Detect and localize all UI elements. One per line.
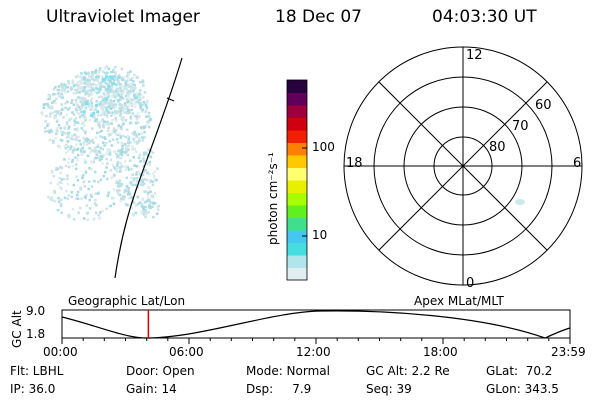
color-bar-segment [287,192,307,206]
color-bar-segment [287,230,307,243]
gc-alt-axis-label: GC Alt [10,310,24,348]
color-bar-segment [287,205,307,218]
polar-plot [343,46,583,286]
color-bar-segment [287,217,307,231]
mlt-label-12: 12 [466,48,483,63]
color-bar-segment [287,92,307,106]
time-tick-2359: 23:59 [551,345,586,359]
color-bar-segment [287,142,307,156]
color-bar-segment [287,255,307,268]
polar-emission-spot [515,199,525,205]
lat-label-60: 60 [535,98,552,113]
mlt-label-0: 0 [466,276,475,291]
color-bar [287,80,307,281]
color-bar-segment [287,167,307,181]
date-label: 18 Dec 07 [275,7,362,27]
gain-status: Gain: 14 [126,382,177,396]
time-tick-0600: 06:00 [169,345,204,359]
mlt-label-18: 18 [346,156,363,171]
color-bar-segment [287,242,307,256]
color-bar-segment [287,267,307,281]
terminator-tick [166,97,175,102]
lat-label-80: 80 [489,140,506,155]
color-bar-frame [286,79,308,281]
color-bar-tick-100: 100 [312,140,335,154]
color-bar-segment [287,105,307,118]
time-label: 04:03:30 UT [432,7,537,27]
apex-label: Apex MLat/MLT [414,294,504,308]
color-bar-segment [287,80,307,93]
color-bar-segment [287,180,307,193]
ip-status: IP: 36.0 [10,382,56,396]
filter-status: Flt: LBHL [10,364,64,378]
lat-label-70: 70 [512,119,529,134]
glon-status: GLon: 343.5 [486,382,559,396]
seq-status: Seq: 39 [366,382,412,396]
auroral-image [40,65,160,222]
altitude-curve [61,310,571,339]
gc-alt-tick-bottom: 1.8 [26,327,46,341]
instrument-title: Ultraviolet Imager [46,7,200,27]
color-bar-segment [287,155,307,168]
gc-alt-status: GC Alt: 2.2 Re [366,364,450,378]
color-bar-tick-10: 10 [312,228,328,242]
time-tick-0000: 00:00 [43,345,78,359]
time-tick-1800: 18:00 [423,345,458,359]
timeline-ticks [61,338,571,344]
geographic-label: Geographic Lat/Lon [68,294,186,308]
time-tick-1200: 12:00 [296,345,331,359]
terminator-line [114,57,183,279]
color-bar-ticks [302,147,307,237]
color-bar-segment [287,117,307,131]
dsp-status: Dsp: 7.9 [246,382,312,396]
glat-status: GLat: 70.2 [486,364,553,378]
color-bar-segment [287,130,307,143]
mlt-label-6: 6 [573,156,582,171]
mode-status: Mode: Normal [246,364,330,378]
door-status: Door: Open [126,364,195,378]
color-bar-label: photon cm⁻²s⁻¹ [266,152,280,245]
gc-alt-tick-top: 9.0 [26,304,46,318]
